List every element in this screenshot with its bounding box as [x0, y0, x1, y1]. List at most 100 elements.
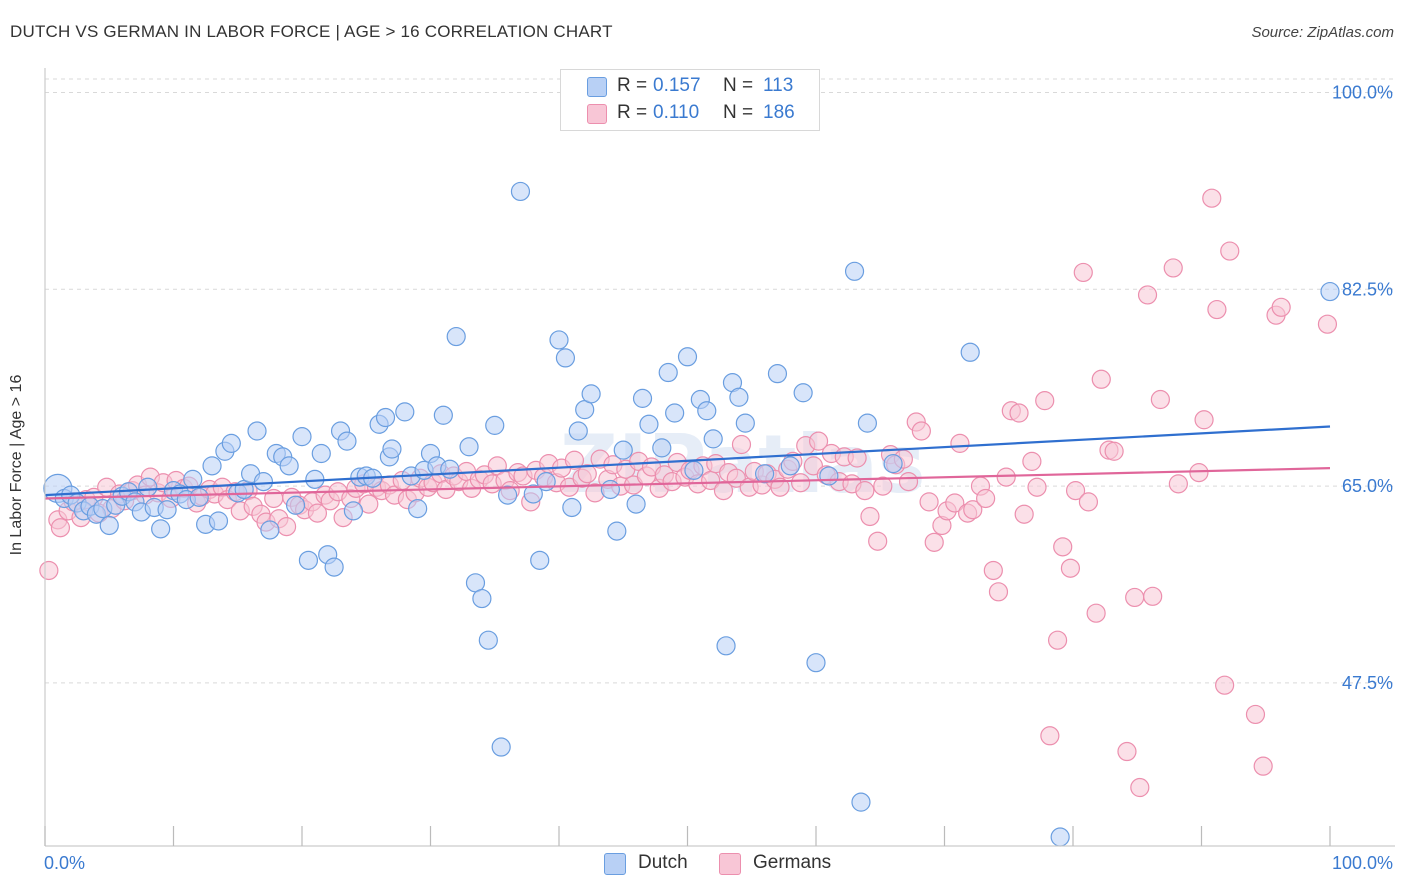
german-point: [1065, 481, 1086, 501]
dutch-point: [844, 261, 865, 281]
dutch-point: [408, 499, 428, 519]
dutch-point: [138, 477, 158, 497]
dutch-point: [523, 484, 543, 504]
y-tick-label: 82.5%: [1342, 279, 1393, 299]
german-point: [1047, 630, 1068, 650]
dutch-point: [485, 415, 505, 435]
german-point: [1086, 603, 1106, 623]
r-value: 0.110: [653, 102, 700, 123]
correlation-legend: R = 0.157 N = 113 R = 0.110 N = 186: [560, 69, 820, 131]
dutch-point: [767, 364, 788, 384]
german-point: [1253, 756, 1273, 776]
y-tick-label: 100.0%: [1332, 82, 1393, 102]
dutch-point: [279, 456, 299, 476]
german-point: [983, 560, 1003, 581]
dutch-point: [375, 407, 396, 428]
german-point: [950, 433, 970, 453]
german-point: [855, 481, 875, 501]
dutch-point: [208, 511, 229, 531]
german-point: [1168, 474, 1188, 494]
german-point: [1040, 726, 1060, 746]
y-tick-label: 47.5%: [1342, 673, 1393, 693]
dutch-point: [581, 384, 601, 404]
chart-title: DUTCH VS GERMAN IN LABOR FORCE | AGE > 1…: [10, 22, 613, 41]
dutch-point: [292, 427, 312, 447]
german-point: [924, 532, 944, 552]
german-trend-line: [44, 467, 1331, 500]
german-point: [1215, 675, 1235, 695]
dutch-point: [806, 653, 826, 673]
german-point: [1053, 537, 1073, 557]
germans-swatch: [587, 104, 607, 124]
dutch-swatch: [604, 853, 626, 875]
german-point: [1317, 314, 1338, 334]
german-point: [276, 517, 297, 537]
german-point: [731, 434, 752, 455]
german-point: [1027, 477, 1047, 497]
dutch-point: [478, 630, 498, 650]
germans-swatch: [719, 853, 741, 875]
r-label: R =: [617, 75, 648, 96]
dutch-point: [472, 588, 492, 609]
tick-labels: 47.5% 65.0% 82.5% 100.0% 0.0% 100.0%: [44, 82, 1393, 873]
dutch-point: [677, 347, 698, 367]
dutch-point: [1320, 281, 1340, 302]
german-point: [39, 560, 59, 581]
dutch-point: [626, 494, 646, 514]
german-point: [564, 450, 585, 470]
n-label: N =: [723, 75, 754, 96]
dutch-point: [395, 402, 415, 422]
dutch-point: [433, 405, 453, 425]
dutch-point: [684, 460, 704, 480]
dutch-point: [632, 388, 653, 408]
axes: [44, 68, 1395, 847]
german-point: [808, 431, 829, 451]
dutch-point: [337, 431, 357, 451]
german-point: [1202, 188, 1222, 208]
german-point: [898, 472, 919, 492]
dutch-point: [157, 500, 177, 520]
dutch-point: [1050, 827, 1070, 847]
dutch-point: [735, 413, 755, 433]
german-point: [790, 473, 811, 493]
german-point: [988, 582, 1009, 602]
r-value: 0.157: [653, 75, 701, 96]
german-point: [1060, 558, 1081, 578]
dutch-point: [665, 403, 685, 423]
dutch-point: [311, 443, 331, 464]
dutch-point: [285, 495, 306, 515]
german-point: [1271, 297, 1291, 317]
german-point: [1078, 492, 1099, 512]
n-value: 186: [763, 102, 795, 123]
dutch-point: [183, 469, 203, 489]
dutch-point: [658, 362, 678, 383]
dutch-point: [780, 456, 800, 476]
german-point: [1125, 587, 1145, 608]
dutch-point: [324, 557, 344, 577]
dutch-point: [703, 429, 723, 449]
german-point: [1245, 704, 1266, 725]
dutch-point: [247, 421, 267, 441]
german-point: [860, 506, 880, 527]
german-point: [945, 493, 965, 513]
y-tick-label: 65.0%: [1342, 476, 1393, 496]
dutch-point: [202, 456, 222, 476]
dutch-point: [639, 414, 659, 434]
german-point: [868, 531, 888, 551]
legend-label-germans: Germans: [753, 852, 832, 873]
german-point: [996, 467, 1016, 487]
german-point: [919, 492, 939, 512]
dutch-point: [99, 515, 119, 536]
dutch-point: [260, 520, 280, 540]
dutch-point: [536, 472, 556, 492]
german-point: [873, 476, 893, 496]
german-point: [307, 503, 328, 523]
series-legend: Dutch Germans: [0, 852, 1406, 878]
dutch-point: [530, 550, 550, 570]
legend-label-dutch: Dutch: [638, 852, 688, 873]
dutch-point: [652, 438, 672, 458]
dutch-point: [491, 737, 511, 757]
dutch-point: [613, 440, 633, 460]
german-point: [1104, 441, 1124, 461]
